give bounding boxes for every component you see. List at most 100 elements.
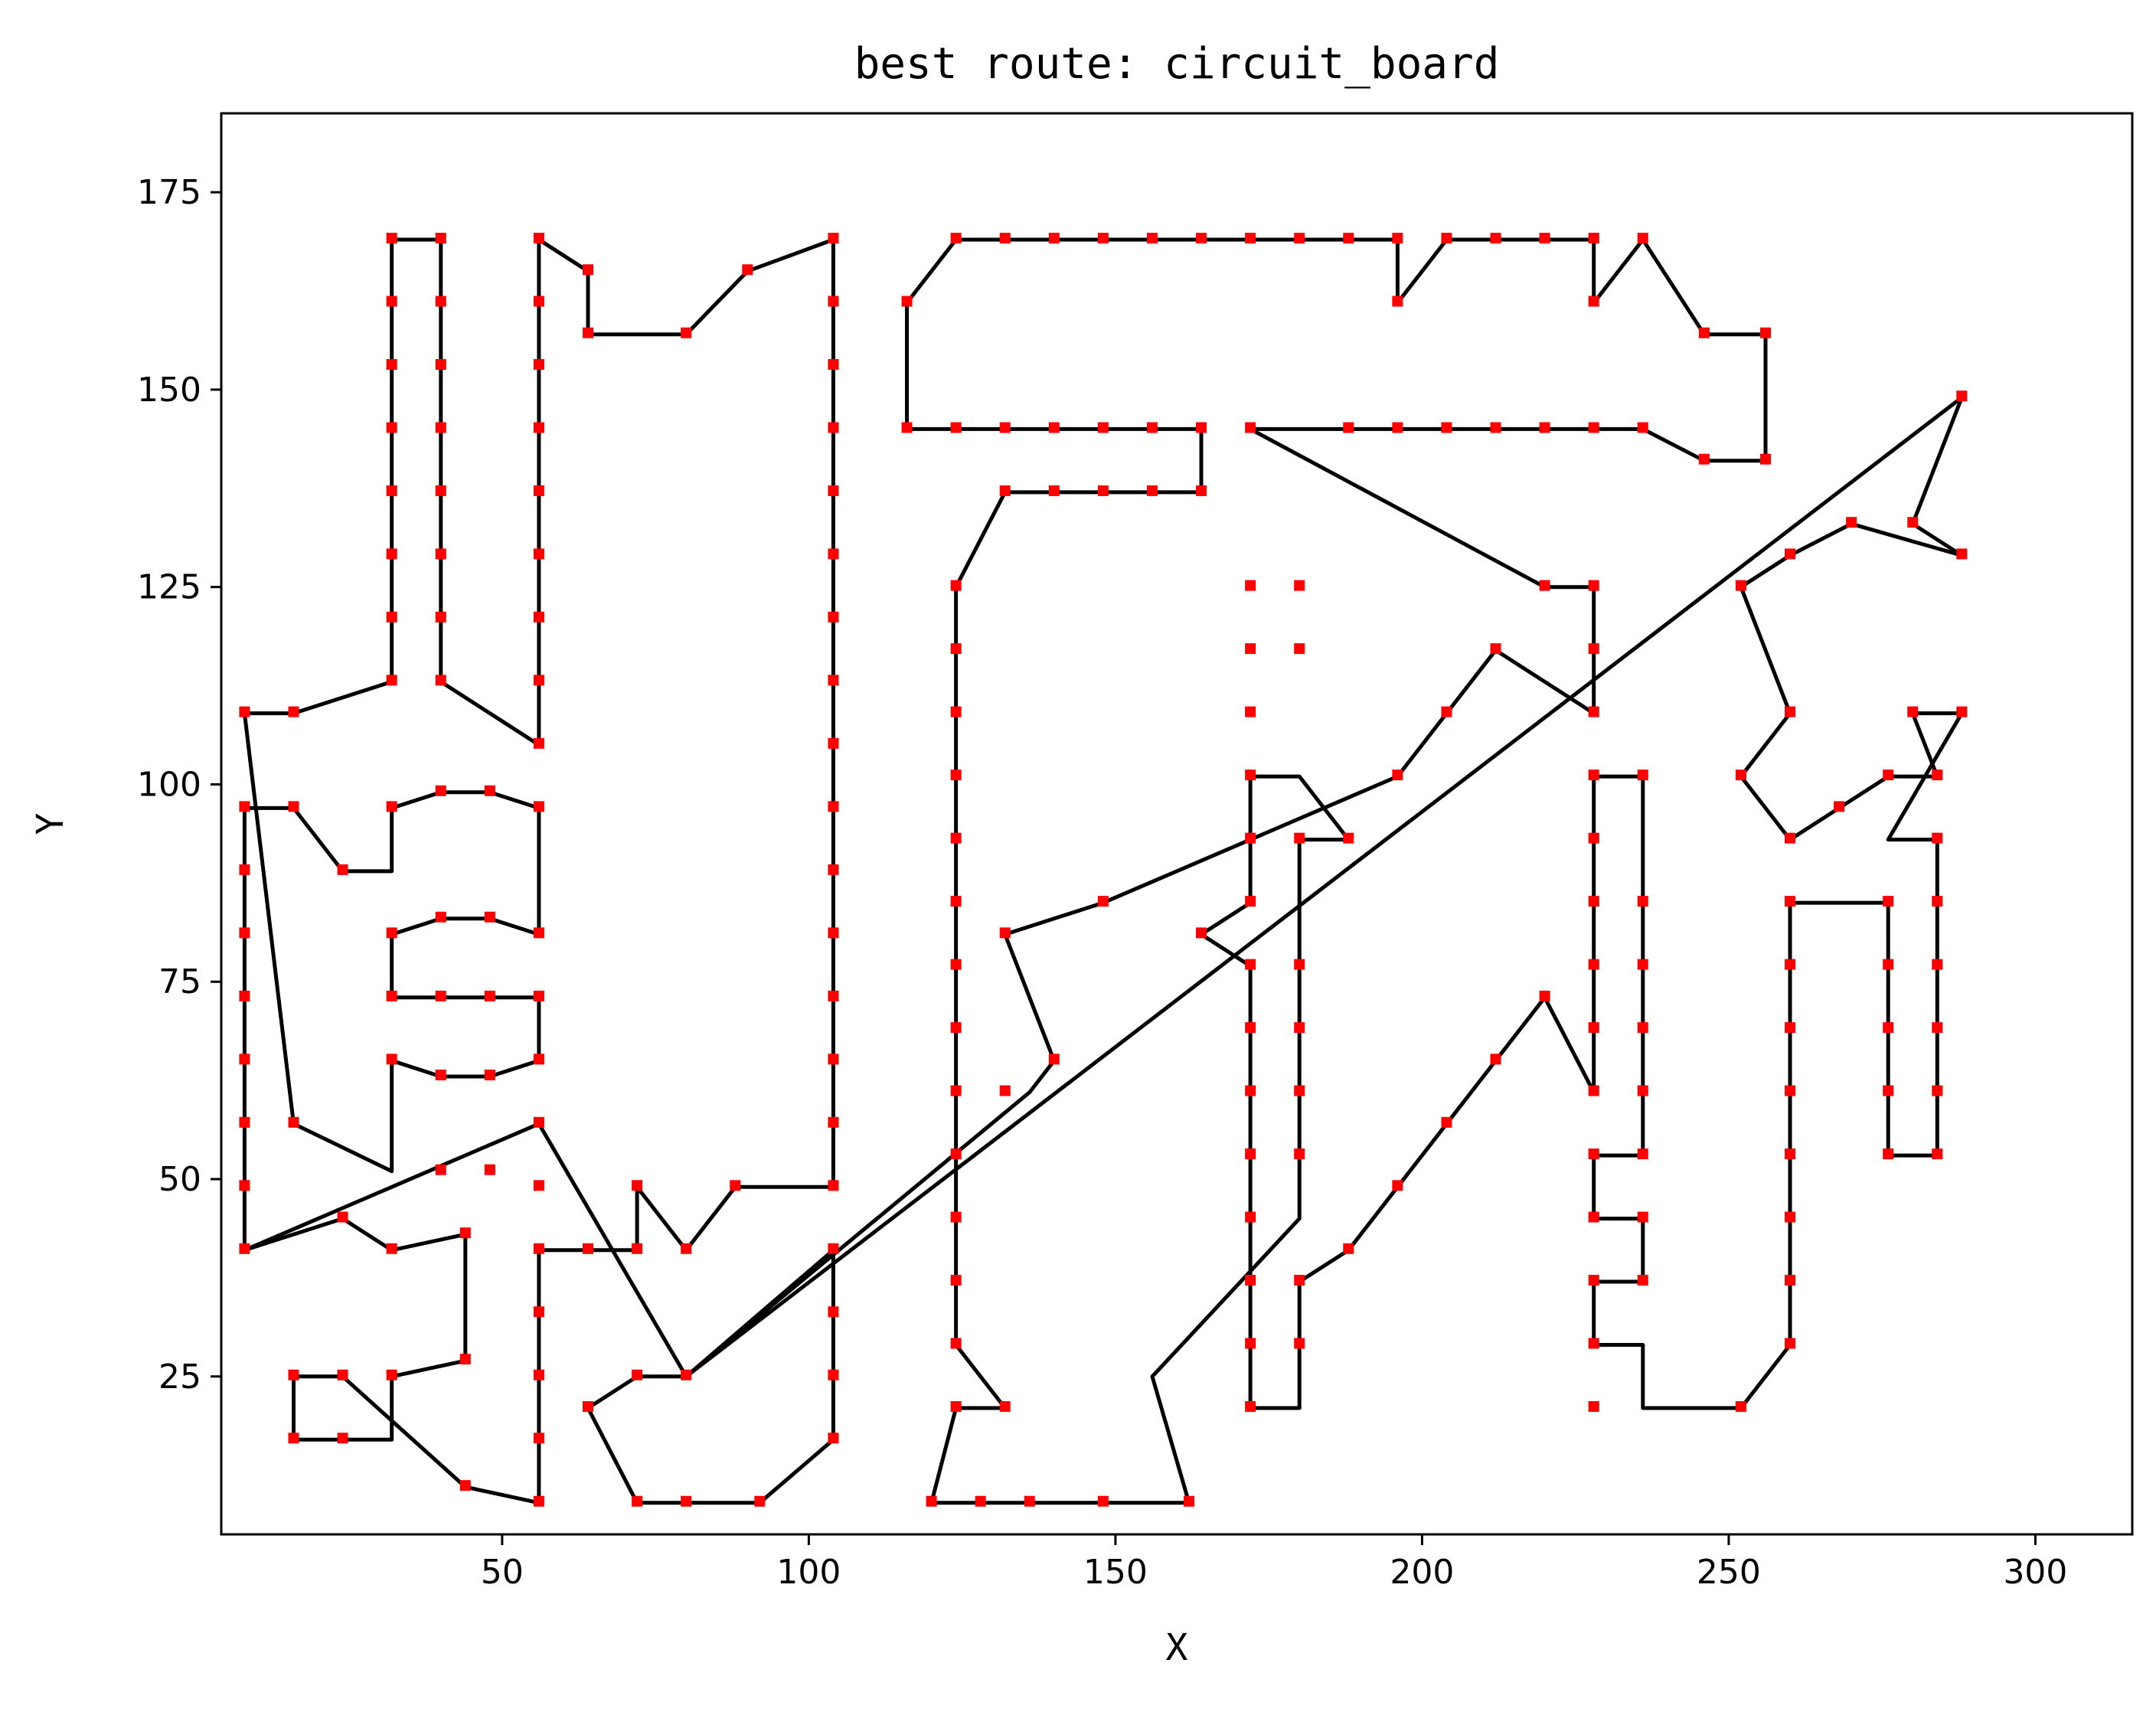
route-point bbox=[1956, 706, 1968, 717]
route-point bbox=[1883, 769, 1894, 781]
route-point bbox=[1245, 1211, 1256, 1223]
route-point bbox=[1932, 1148, 1943, 1160]
route-point bbox=[950, 1275, 962, 1286]
route-point bbox=[533, 1433, 544, 1444]
route-point bbox=[1196, 927, 1207, 939]
route-point bbox=[1196, 485, 1207, 496]
chart-title: best route: circuit_board bbox=[854, 39, 1500, 89]
route-point bbox=[1245, 422, 1256, 433]
route-point bbox=[1588, 769, 1599, 781]
route-point bbox=[926, 1495, 937, 1507]
route-point bbox=[1294, 959, 1305, 970]
route-point bbox=[386, 801, 397, 812]
route-point bbox=[337, 864, 348, 875]
route-point bbox=[1392, 769, 1403, 781]
route-point bbox=[632, 1495, 643, 1507]
route-point bbox=[681, 1495, 692, 1507]
route-point bbox=[533, 801, 544, 812]
route-point bbox=[828, 801, 839, 812]
route-point bbox=[583, 1243, 594, 1254]
route-point bbox=[386, 485, 397, 496]
route-point bbox=[950, 1022, 962, 1034]
route-point bbox=[533, 485, 544, 496]
route-point bbox=[1245, 1401, 1256, 1413]
route-point bbox=[1588, 1211, 1599, 1223]
route-point bbox=[681, 1243, 692, 1254]
y-tick-label: 50 bbox=[158, 1160, 201, 1199]
route-point bbox=[1785, 1085, 1796, 1096]
route-point bbox=[1883, 959, 1894, 970]
route-point bbox=[239, 1243, 250, 1254]
route-point bbox=[828, 1433, 839, 1444]
route-point bbox=[1588, 832, 1599, 844]
y-tick-label: 75 bbox=[158, 962, 201, 1001]
route-point bbox=[1637, 1085, 1648, 1096]
route-point bbox=[533, 1495, 544, 1507]
route-point bbox=[533, 1116, 544, 1128]
route-point bbox=[1588, 580, 1599, 591]
route-point bbox=[1245, 1338, 1256, 1349]
route-point bbox=[386, 548, 397, 560]
route-point bbox=[435, 232, 446, 243]
route-point bbox=[950, 1148, 962, 1160]
route-point bbox=[1294, 832, 1305, 844]
route-point bbox=[583, 1401, 594, 1413]
route-point bbox=[484, 1069, 495, 1080]
route-point bbox=[1392, 1180, 1403, 1191]
route-point bbox=[681, 327, 692, 338]
route-point bbox=[386, 675, 397, 686]
route-point bbox=[583, 264, 594, 276]
route-point bbox=[1956, 390, 1968, 402]
route-point bbox=[1637, 1022, 1648, 1034]
route-point bbox=[1785, 1211, 1796, 1223]
route-point bbox=[1932, 1085, 1943, 1096]
route-point bbox=[484, 1164, 495, 1175]
route-point bbox=[533, 548, 544, 560]
route-point bbox=[1759, 453, 1771, 465]
route-point bbox=[950, 896, 962, 907]
x-tick-label: 150 bbox=[1083, 1553, 1148, 1592]
route-point bbox=[828, 675, 839, 686]
route-point bbox=[950, 1401, 962, 1413]
route-point bbox=[533, 1054, 544, 1065]
route-point bbox=[386, 232, 397, 243]
route-point bbox=[435, 785, 446, 796]
x-axis: 50 100 150 200 250 300 bbox=[481, 1534, 2067, 1592]
route-point bbox=[1245, 896, 1256, 907]
route-point bbox=[1588, 1275, 1599, 1286]
route-point bbox=[1539, 232, 1550, 243]
route-point bbox=[1048, 1054, 1060, 1065]
route-point bbox=[386, 1369, 397, 1380]
plot-frame bbox=[220, 112, 2134, 1536]
route-point bbox=[1698, 453, 1710, 465]
route-point bbox=[1932, 896, 1943, 907]
route-point bbox=[435, 485, 446, 496]
route-point bbox=[1294, 1338, 1305, 1349]
route-point bbox=[435, 296, 446, 307]
route-point bbox=[828, 737, 839, 749]
route-point bbox=[484, 911, 495, 923]
route-point bbox=[1294, 580, 1305, 591]
route-point bbox=[288, 1433, 299, 1444]
route-point bbox=[1441, 706, 1452, 717]
route-point bbox=[435, 358, 446, 370]
route-point bbox=[1588, 1401, 1599, 1413]
x-tick-label: 50 bbox=[481, 1553, 524, 1592]
route-point bbox=[1441, 232, 1452, 243]
route-point bbox=[1441, 1116, 1452, 1128]
route-point bbox=[386, 296, 397, 307]
route-point bbox=[950, 1338, 962, 1349]
route-point bbox=[1785, 959, 1796, 970]
route-point bbox=[1637, 1148, 1648, 1160]
route-point bbox=[1846, 517, 1857, 528]
route-point bbox=[1698, 327, 1710, 338]
route-point bbox=[239, 990, 250, 1001]
route-point bbox=[828, 1306, 839, 1318]
route-point bbox=[1196, 422, 1207, 433]
route-point bbox=[1024, 1495, 1035, 1507]
route-point bbox=[950, 959, 962, 970]
x-tick-label: 300 bbox=[2003, 1553, 2067, 1592]
route-point bbox=[1588, 296, 1599, 307]
route-point bbox=[533, 232, 544, 243]
